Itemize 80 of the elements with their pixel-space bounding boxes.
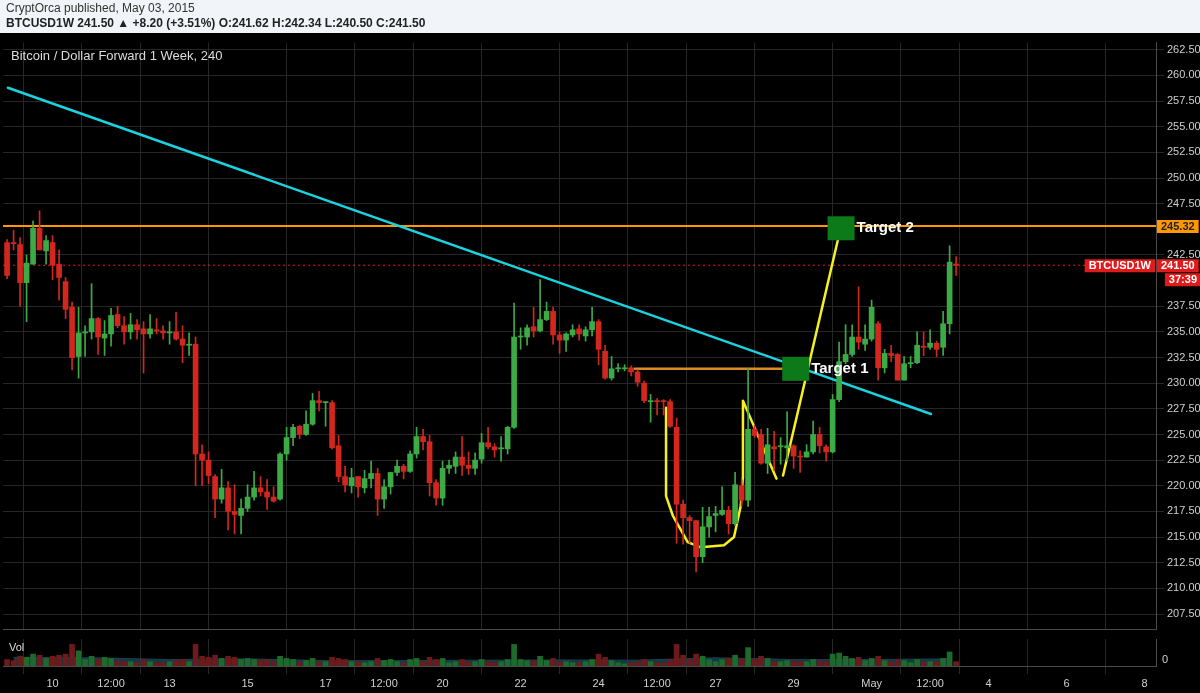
bar xyxy=(875,655,881,666)
x-tick-label: 22 xyxy=(514,676,527,689)
bar xyxy=(95,659,101,666)
candlestick xyxy=(199,444,205,487)
y-tick-label: 255.00 xyxy=(1167,119,1200,132)
x-tick-label: 6 xyxy=(1063,676,1070,689)
candlestick xyxy=(316,391,322,412)
y-tick-label: 227.50 xyxy=(1167,401,1200,414)
y-tick-label: 262.50 xyxy=(1167,42,1200,55)
y-tick-label: 215.00 xyxy=(1167,530,1200,543)
x-tick-label: 20 xyxy=(436,676,449,689)
text: 0 xyxy=(1162,653,1169,666)
annotation: BTCUSD1W xyxy=(1088,259,1152,272)
x-tick-label: 29 xyxy=(787,676,800,689)
ref-line-label: 241.50 xyxy=(1161,258,1195,271)
text: 37:39 xyxy=(1168,273,1198,286)
y-tick-label: 242.50 xyxy=(1167,247,1200,260)
candlestick xyxy=(186,332,192,356)
x-tick-label: 17 xyxy=(319,676,332,689)
bar xyxy=(927,661,933,666)
bar xyxy=(953,661,959,666)
bar xyxy=(881,660,888,666)
candlestick xyxy=(927,329,933,350)
y-tick-label: 232.50 xyxy=(1167,350,1200,363)
bar xyxy=(576,662,582,666)
bar xyxy=(127,661,134,666)
y-tick-label: 260.00 xyxy=(1167,68,1200,81)
chart-subtitle: BTCUSD1W 241.50 ▲ +8.20 (+3.51%) O:241.62 H:242.34 L:240.50 C:241.50 xyxy=(6,16,427,31)
bar xyxy=(355,661,361,666)
x-tick-label: 10 xyxy=(46,676,59,689)
x-tick-label: 12:00 xyxy=(97,676,125,689)
x-tick-label: 12:00 xyxy=(916,676,944,689)
bar xyxy=(147,661,153,666)
ref-line-label: 245.32 xyxy=(1161,219,1195,232)
y-tick-label: 217.50 xyxy=(1167,504,1200,517)
x-tick-label: 13 xyxy=(163,676,176,689)
bar xyxy=(348,661,355,666)
bar xyxy=(732,654,738,666)
y-tick-label: 252.50 xyxy=(1167,145,1200,158)
bar xyxy=(933,661,940,666)
bar xyxy=(296,661,303,666)
x-tick-label: 27 xyxy=(709,676,722,689)
y-tick-label: 230.00 xyxy=(1167,376,1200,389)
bar xyxy=(400,662,407,666)
candlestick xyxy=(862,324,868,351)
bar xyxy=(166,661,173,666)
x-tick-label: 8 xyxy=(1141,676,1148,689)
x-tick-label: 12:00 xyxy=(370,676,398,689)
bar xyxy=(43,658,49,666)
candlestick xyxy=(953,256,959,276)
bar xyxy=(186,661,192,666)
x-tick-label: 4 xyxy=(985,676,992,689)
y-tick-label: 220.00 xyxy=(1167,478,1200,491)
bar xyxy=(745,647,751,666)
x-tick-label: 15 xyxy=(241,676,254,689)
y-tick-label: 212.50 xyxy=(1167,555,1200,568)
y-tick-label: 257.50 xyxy=(1167,94,1200,107)
y-tick-label: 207.50 xyxy=(1167,607,1200,620)
y-tick-label: 222.50 xyxy=(1167,453,1200,466)
candlestick xyxy=(147,314,153,339)
bar xyxy=(316,661,322,666)
candlestick xyxy=(771,431,777,471)
y-tick-label: 250.00 xyxy=(1167,171,1200,184)
bar xyxy=(920,661,927,666)
y-tick-label: 225.00 xyxy=(1167,427,1200,440)
candlestick xyxy=(264,479,270,510)
text: Bitcoin / Dollar Forward 1 Week, 240 xyxy=(11,48,223,64)
y-tick-label: 210.00 xyxy=(1167,581,1200,594)
x-tick-label: May xyxy=(861,676,883,689)
text: CryptOrca published, May 03, 2015 xyxy=(6,1,196,16)
x-tick-label: 12:00 xyxy=(643,676,671,689)
bar xyxy=(647,661,654,666)
x-tick-label: 24 xyxy=(592,676,605,689)
bar xyxy=(530,660,537,666)
bar xyxy=(322,661,329,666)
y-tick-label: 235.00 xyxy=(1167,324,1200,337)
y-tick-label: 247.50 xyxy=(1167,196,1200,209)
chart-title: Vol xyxy=(9,641,25,654)
y-tick-label: 237.50 xyxy=(1167,299,1200,312)
bar xyxy=(771,661,777,666)
